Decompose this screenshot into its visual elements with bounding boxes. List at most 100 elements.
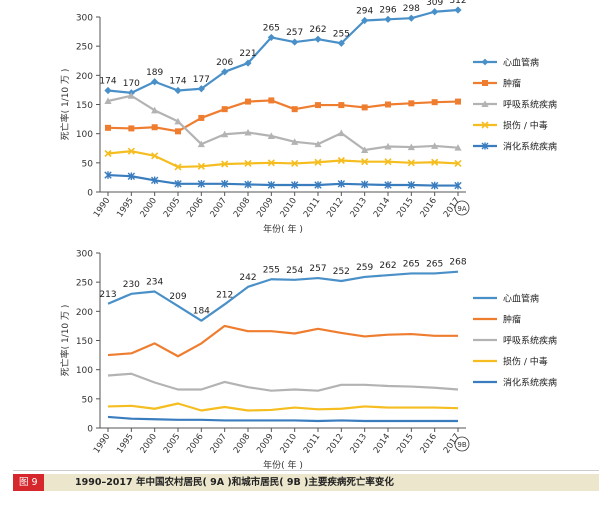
chart-9a-series-4-legend-label: 消化系统疾病: [503, 141, 557, 153]
chart-9a-series-3-point: [384, 158, 392, 166]
chart-9a-y-tick-label: 250: [76, 43, 93, 53]
chart-9a: 0 50 100 150 200 250 300 1990 1995 2000 2005 2006 20…: [18, 0, 595, 235]
chart-9a-y-tick-label: 0: [87, 189, 93, 199]
chart-9b-series-4-line: [107, 415, 458, 423]
chart-9a-series-1-point: [128, 125, 135, 132]
figure-caption-bar: 图 9 1990–2017 年中国农村居民( 9A )和城市居民( 9B )主要…: [13, 474, 599, 491]
chart-9a-series-2-point: [197, 140, 205, 148]
chart-9a-series-1-point: [315, 102, 321, 109]
chart-9a-y-tick-label: 200: [76, 72, 93, 82]
chart-9a-series-0-data-label: 257: [286, 28, 303, 38]
chart-9b-series-1-legend-label: 肿瘤: [503, 314, 521, 326]
chart-9b-series-3-line: [107, 402, 459, 412]
chart-9a-series-0-point: [314, 35, 322, 43]
chart-9a-series-2-point: [127, 92, 135, 99]
chart-9b-x-tick-label: 2014: [372, 432, 393, 455]
chart-9a-x-tick-label: 2014: [372, 196, 393, 219]
chart-9b-y-tick-label: 100: [76, 366, 93, 376]
chart-9a-series-4-point: [407, 181, 416, 189]
chart-9b-series-0-data-label: 209: [169, 292, 186, 302]
chart-9a-series-0-data-label: 312: [449, 0, 466, 6]
chart-9a-series-4-point: [290, 181, 299, 189]
chart-9a-x-tick-label: 2000: [139, 196, 160, 219]
chart-9a-y-tick-label: 50: [82, 159, 94, 169]
chart-9a-series-2-point: [174, 117, 182, 125]
chart-9a-x-tick-label: 2010: [279, 196, 300, 219]
chart-9a-series-4-point: [360, 180, 369, 189]
chart-9a-x-tick-label: 1995: [115, 196, 136, 219]
chart-9a-series-3-point: [267, 159, 275, 167]
chart-9b-series-0-data-label: 255: [263, 265, 280, 275]
chart-9b-x-tick-label: 2006: [185, 432, 206, 455]
chart-9a-series-2-point: [104, 97, 112, 104]
chart-9b-series-2-legend-label: 呼吸系统疾病: [503, 335, 557, 347]
chart-9a-series-0-legend-label: 心血管病: [503, 57, 539, 69]
chart-9a-series-0-point: [291, 38, 299, 46]
chart-9a-series-0-data-label: 255: [333, 29, 350, 39]
chart-9a-series-4-point: [430, 181, 439, 190]
chart-9b-series-4-legend-label: 消化系统疾病: [503, 377, 557, 389]
chart-9a-series-3-point: [407, 159, 415, 167]
chart-9a-series-4-point: [220, 180, 229, 188]
chart-9a-series-0-data-label: 174: [169, 77, 186, 87]
chart-9a-x-tick-label: 2007: [209, 196, 230, 219]
chart-9a-series-2-point: [337, 129, 345, 137]
chart-9a-series-1-point: [175, 128, 181, 135]
chart-9b-panel-label-circle: [454, 436, 470, 452]
chart-9a-series-0-data-label: 206: [216, 58, 233, 68]
chart-9a-x-tick-label: 2009: [255, 196, 276, 219]
chart-9a-series-3-point: [244, 159, 252, 167]
chart-9a-series-3-point: [337, 156, 345, 165]
chart-9b-series-0-line: [107, 270, 459, 322]
chart-9a-series-4-point: [244, 180, 252, 189]
chart-9a-series-2-legend-marker: [481, 100, 489, 107]
chart-9a-series-3-line: [107, 150, 459, 169]
chart-9a-series-0-point: [337, 39, 345, 47]
chart-9a-series-0-data-label: 221: [239, 49, 256, 59]
chart-9b-x-tick-label: 2015: [395, 432, 416, 455]
chart-9a-series-3-point: [291, 159, 299, 167]
chart-9b-series-0-data-label: 268: [449, 258, 466, 268]
chart-9a-series-4-point: [197, 180, 206, 188]
chart-9a-series-2-line: [107, 94, 459, 152]
chart-9b-x-tick-label: 2009: [255, 432, 276, 455]
chart-9b-x-tick-label: 2011: [302, 432, 323, 455]
chart-9a-series-4-point: [454, 181, 462, 190]
chart-9b-series-3-legend-label: 损伤 / 中毒: [503, 356, 548, 368]
chart-9a-series-3-legend-label: 损伤 / 中毒: [503, 120, 548, 132]
chart-9a-series-0-data-label: 189: [146, 68, 163, 78]
chart-9b-y-axis-title: 死亡率( 1/10 万 ): [59, 305, 71, 377]
chart-9a-series-2-point: [431, 142, 439, 149]
chart-9a-series-2-point: [244, 128, 252, 136]
chart-9b-x-tick-label: 2016: [419, 432, 440, 455]
chart-9a-series-2-point: [291, 138, 299, 145]
chart-9b-series-0-data-label: 262: [379, 261, 396, 271]
chart-9b-series-0-data-label: 259: [356, 263, 373, 273]
chart-9a-series-0-data-label: 174: [99, 77, 116, 87]
chart-9a-series-0-data-label: 177: [193, 75, 210, 85]
chart-9a-series-0-data-label: 309: [426, 0, 443, 8]
chart-9a-series-0-point: [197, 85, 205, 93]
chart-9a-y-axis-title: 死亡率( 1/10 万 ): [59, 69, 71, 141]
chart-9b-series-0-data-label: 242: [239, 273, 256, 283]
chart-9b-y-tick-label: 50: [82, 395, 94, 405]
chart-9a-series-1-point: [291, 106, 298, 113]
chart-9b-series-0-data-label: 184: [193, 307, 210, 317]
chart-9a-series-1-legend-label: 肿瘤: [503, 78, 521, 90]
chart-9a-series-0-point: [151, 78, 159, 86]
chart-9a-series-1-line: [107, 99, 459, 133]
chart-9b-y-tick-label: 200: [76, 308, 93, 318]
chart-9a-series-0-point: [244, 59, 252, 67]
chart-9a-series-4-point: [127, 172, 136, 181]
chart-9a-series-3-point: [151, 152, 159, 160]
chart-9a-series-3-point: [104, 149, 112, 158]
chart-9a-y-tick-label: 300: [76, 14, 93, 24]
chart-9a-series-4-legend-marker: [481, 142, 489, 150]
chart-9a-series-2-point: [454, 144, 462, 151]
chart-9a-series-1-point: [245, 98, 251, 105]
chart-9a-series-1-point: [198, 114, 205, 121]
chart-9a-series-3-point: [454, 159, 462, 167]
chart-9a-series-2-point: [221, 130, 229, 138]
chart-9a-series-0-point: [221, 68, 229, 76]
